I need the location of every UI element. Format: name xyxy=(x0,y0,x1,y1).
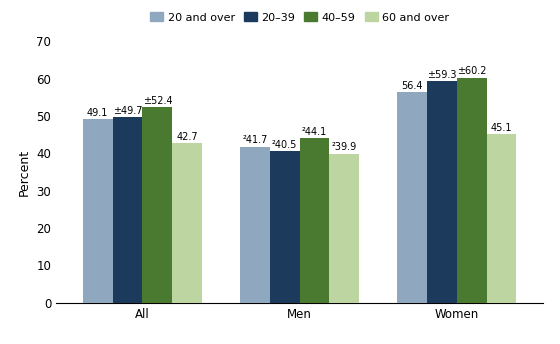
Y-axis label: Percent: Percent xyxy=(18,149,31,195)
Text: 45.1: 45.1 xyxy=(491,123,512,133)
Text: ²44.1: ²44.1 xyxy=(302,127,327,137)
Bar xyxy=(487,134,516,303)
Text: ²39.9: ²39.9 xyxy=(332,142,357,152)
Bar xyxy=(240,147,270,303)
Text: ²40.5: ²40.5 xyxy=(272,140,297,150)
Bar xyxy=(397,92,427,303)
Bar xyxy=(270,151,300,303)
Bar xyxy=(142,107,172,303)
Text: 42.7: 42.7 xyxy=(176,132,198,142)
Text: ±60.2: ±60.2 xyxy=(457,66,487,76)
Text: ±52.4: ±52.4 xyxy=(143,96,172,106)
Text: 49.1: 49.1 xyxy=(87,108,108,118)
Bar xyxy=(329,154,360,303)
Bar xyxy=(427,81,457,303)
Bar xyxy=(457,78,487,303)
Bar xyxy=(113,117,142,303)
Text: 56.4: 56.4 xyxy=(401,80,423,90)
Text: ²41.7: ²41.7 xyxy=(242,136,268,146)
Text: ±59.3: ±59.3 xyxy=(427,70,456,80)
Bar xyxy=(83,119,113,303)
Bar xyxy=(300,138,329,303)
Legend: 20 and over, 20–39, 40–59, 60 and over: 20 and over, 20–39, 40–59, 60 and over xyxy=(146,8,454,27)
Text: ±49.7: ±49.7 xyxy=(113,106,142,116)
Bar xyxy=(172,143,202,303)
